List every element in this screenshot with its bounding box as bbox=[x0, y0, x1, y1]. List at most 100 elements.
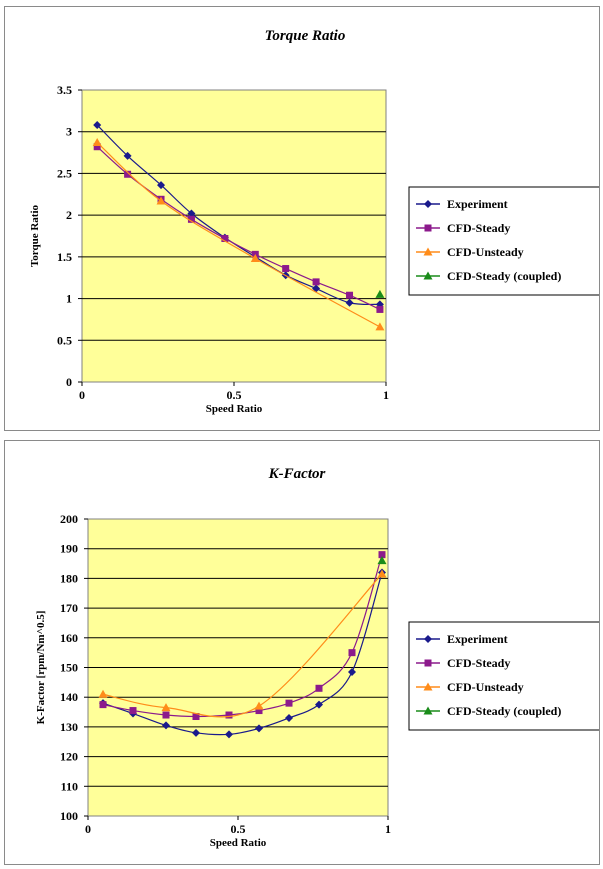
legend-marker bbox=[424, 635, 432, 643]
legend-marker bbox=[424, 200, 432, 208]
x-tick-label: 0.5 bbox=[227, 388, 242, 402]
series-line bbox=[102, 572, 383, 736]
k-factor-chart: K-Factor 100 110 120 130 140 150 160 170 180 190 20… bbox=[35, 466, 602, 849]
data-point bbox=[315, 684, 323, 692]
x-axis-label: Speed Ratio bbox=[206, 403, 263, 415]
plot-area bbox=[81, 89, 387, 383]
x-tick-label: 1 bbox=[383, 388, 389, 402]
data-point bbox=[346, 291, 354, 299]
data-point bbox=[282, 265, 290, 273]
x-tick-label: 1 bbox=[385, 822, 391, 836]
legend-item: Experiment bbox=[416, 632, 508, 646]
y-tick-label: 200 bbox=[60, 512, 78, 526]
data-point bbox=[377, 569, 387, 578]
data-point bbox=[255, 724, 263, 733]
y-tick-label: 1 bbox=[66, 292, 72, 306]
y-tick-label: 160 bbox=[60, 631, 78, 645]
data-point bbox=[348, 667, 356, 676]
data-point bbox=[377, 556, 387, 565]
data-point bbox=[161, 703, 171, 712]
series-line bbox=[102, 573, 383, 718]
legend-marker bbox=[423, 706, 433, 715]
data-point bbox=[285, 713, 293, 722]
data-point bbox=[250, 254, 260, 263]
k-factor-chart-panel: K-Factor 100 110 120 130 140 150 160 170 180 190 20… bbox=[4, 440, 602, 865]
y-tick-label: 2 bbox=[66, 208, 72, 222]
data-point bbox=[375, 322, 385, 331]
data-point bbox=[129, 707, 137, 715]
legend-marker bbox=[423, 247, 433, 256]
data-point bbox=[225, 711, 233, 719]
legend-label: CFD-Steady (coupled) bbox=[447, 269, 561, 283]
series-line bbox=[102, 554, 383, 718]
series-line bbox=[96, 124, 380, 306]
legend-label: CFD-Steady bbox=[447, 221, 510, 235]
legend-marker bbox=[423, 682, 433, 691]
series-cfd-steady-coupled- bbox=[377, 556, 387, 565]
y-tick-label: 130 bbox=[60, 720, 78, 734]
data-point bbox=[124, 170, 132, 178]
torque-ratio-chart-panel: Torque Ratio 0 0.5 1 1.5 2 2.5 3 3.5 0 0.5 1 Speed R… bbox=[4, 6, 602, 431]
data-point bbox=[93, 121, 102, 130]
x-tick-label: 0 bbox=[79, 388, 85, 402]
y-tick-label: 170 bbox=[60, 601, 78, 615]
data-point bbox=[255, 707, 263, 715]
legend-item: CFD-Unsteady bbox=[416, 680, 524, 694]
legend: Experiment CFD-Steady CFD-Unsteady CFD-Stea… bbox=[408, 186, 602, 296]
data-point bbox=[285, 699, 293, 707]
y-axis-label: K-Factor [rpm/Nm^0.5] bbox=[35, 611, 47, 725]
legend-item: CFD-Steady (coupled) bbox=[416, 704, 561, 718]
y-tick-label: 140 bbox=[60, 690, 78, 704]
y-tick-label: 3 bbox=[66, 125, 72, 139]
x-tick-label: 0 bbox=[85, 822, 91, 836]
data-point bbox=[99, 701, 107, 709]
legend-label: Experiment bbox=[447, 197, 508, 211]
data-point bbox=[162, 721, 170, 730]
data-point bbox=[378, 551, 386, 559]
data-point bbox=[187, 209, 196, 218]
data-point bbox=[92, 138, 102, 147]
legend-marker bbox=[424, 224, 432, 232]
data-point bbox=[98, 689, 108, 698]
data-point bbox=[123, 151, 132, 160]
legend-item: CFD-Steady bbox=[416, 221, 510, 235]
y-tick-label: 120 bbox=[60, 750, 78, 764]
series-cfd-unsteady bbox=[92, 138, 385, 331]
data-point bbox=[93, 143, 101, 151]
y-tick-label: 2.5 bbox=[57, 166, 72, 180]
legend-item: CFD-Unsteady bbox=[416, 245, 524, 259]
data-point bbox=[156, 196, 166, 205]
data-point bbox=[375, 289, 385, 298]
data-point bbox=[254, 701, 264, 710]
data-point bbox=[162, 711, 170, 719]
data-point bbox=[345, 298, 354, 307]
y-tick-label: 0 bbox=[66, 375, 72, 389]
y-tick-label: 110 bbox=[61, 779, 78, 793]
y-tick-label: 100 bbox=[60, 809, 78, 823]
data-point bbox=[225, 730, 233, 739]
legend-item: CFD-Steady (coupled) bbox=[416, 269, 561, 283]
legend-label: CFD-Steady (coupled) bbox=[447, 704, 561, 718]
torque-ratio-chart: Torque Ratio 0 0.5 1 1.5 2 2.5 3 3.5 0 0.5 1 Speed R… bbox=[29, 28, 602, 415]
data-point bbox=[348, 649, 356, 657]
data-point bbox=[312, 278, 320, 286]
series-cfd-steady bbox=[99, 551, 386, 721]
y-tick-label: 180 bbox=[60, 571, 78, 585]
legend-marker bbox=[423, 271, 433, 280]
x-tick-label: 0.5 bbox=[231, 822, 246, 836]
legend: Experiment CFD-Steady CFD-Unsteady CFD-Stea… bbox=[408, 621, 602, 731]
y-tick-label: 190 bbox=[60, 542, 78, 556]
data-point bbox=[376, 305, 384, 313]
series-cfd-steady-coupled- bbox=[375, 289, 385, 298]
series-line bbox=[96, 142, 381, 328]
legend-box bbox=[408, 186, 602, 296]
data-point bbox=[221, 235, 229, 243]
data-point bbox=[187, 215, 195, 223]
data-point bbox=[157, 181, 166, 190]
legend-label: CFD-Steady bbox=[447, 656, 510, 670]
legend-label: Experiment bbox=[447, 632, 508, 646]
legend-box bbox=[408, 621, 602, 731]
legend-marker bbox=[424, 659, 432, 667]
legend-label: CFD-Unsteady bbox=[447, 245, 524, 259]
y-axis-label: Torque Ratio bbox=[29, 204, 41, 267]
